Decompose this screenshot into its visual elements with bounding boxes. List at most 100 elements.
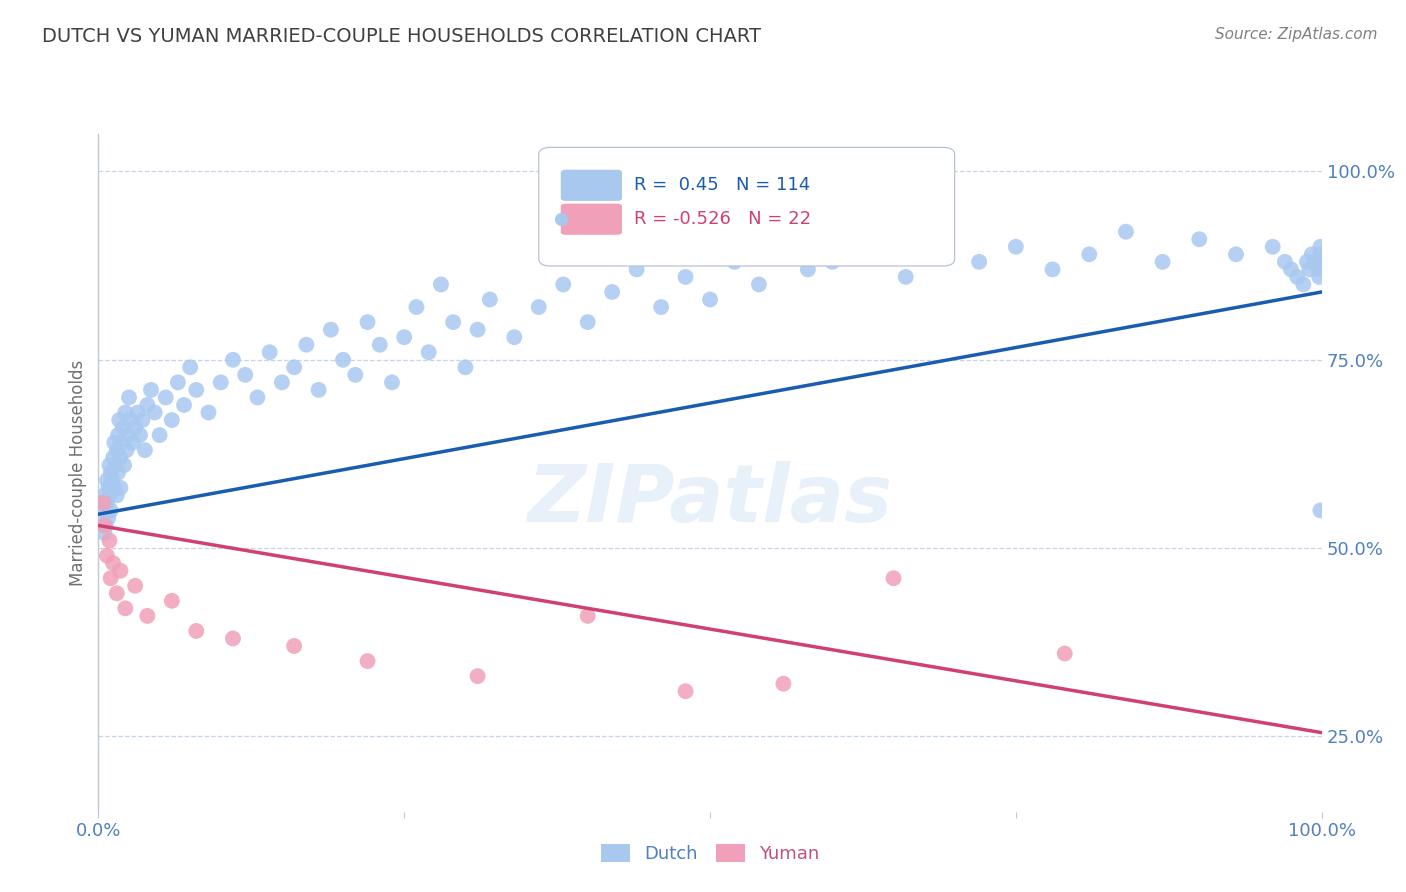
Point [550, 259, 572, 273]
Point [1309, 247, 1331, 261]
Point [136, 398, 159, 412]
Point [576, 608, 599, 623]
Point [222, 352, 245, 367]
Point [222, 632, 245, 646]
Point [1292, 277, 1315, 292]
Point [186, 624, 208, 638]
Point [1279, 262, 1302, 277]
Point [143, 405, 166, 419]
Point [114, 405, 136, 419]
Point [454, 360, 477, 375]
Point [93, 526, 115, 541]
Point [344, 368, 367, 382]
Point [319, 323, 342, 337]
Point [101, 473, 124, 487]
Point [103, 435, 125, 450]
Point [136, 608, 159, 623]
Point [186, 383, 208, 397]
Point [467, 669, 489, 683]
Point [124, 420, 146, 434]
Point [98, 488, 121, 502]
Point [107, 428, 129, 442]
Point [467, 323, 489, 337]
Point [418, 345, 440, 359]
Point [93, 518, 115, 533]
FancyBboxPatch shape [561, 203, 621, 235]
Point [883, 571, 905, 585]
Point [381, 376, 404, 390]
Point [101, 450, 124, 465]
Point [91, 511, 114, 525]
Point [97, 481, 120, 495]
Point [100, 503, 122, 517]
Point [1053, 647, 1076, 661]
Point [111, 435, 134, 450]
Point [1115, 225, 1137, 239]
Text: R = -0.526   N = 22: R = -0.526 N = 22 [634, 211, 811, 228]
Point [124, 579, 146, 593]
Point [332, 352, 354, 367]
Text: ZIPatlas: ZIPatlas [527, 461, 893, 539]
Point [94, 503, 117, 517]
Point [723, 255, 745, 269]
Point [675, 269, 697, 284]
Point [1309, 240, 1331, 254]
Point [129, 428, 152, 442]
Point [1308, 269, 1330, 284]
Point [503, 330, 526, 344]
Point [121, 435, 143, 450]
Point [1078, 247, 1101, 261]
Point [1301, 247, 1323, 261]
Point [797, 262, 820, 277]
Point [105, 586, 128, 600]
Point [1296, 255, 1319, 269]
Point [308, 383, 330, 397]
Point [115, 443, 138, 458]
Point [118, 391, 141, 405]
Point [96, 549, 118, 563]
Point [246, 391, 269, 405]
Point [553, 277, 575, 292]
Point [117, 428, 139, 442]
Point [405, 300, 427, 314]
Point [283, 360, 305, 375]
Point [110, 564, 132, 578]
Y-axis label: Married-couple Households: Married-couple Households [69, 359, 87, 586]
Point [1305, 255, 1327, 269]
Point [103, 481, 125, 495]
Point [772, 240, 794, 254]
Point [111, 420, 134, 434]
Point [295, 337, 318, 351]
Point [931, 232, 953, 246]
Point [356, 315, 378, 329]
Point [101, 556, 124, 570]
Point [259, 345, 281, 359]
Point [430, 277, 453, 292]
FancyBboxPatch shape [538, 147, 955, 266]
Point [233, 368, 256, 382]
Point [173, 398, 195, 412]
Point [105, 443, 128, 458]
Point [1298, 262, 1320, 277]
Point [100, 571, 122, 585]
Point [120, 413, 142, 427]
Point [100, 466, 122, 480]
Point [1309, 503, 1331, 517]
Point [98, 533, 121, 548]
Point [441, 315, 464, 329]
Point [96, 496, 118, 510]
Point [699, 293, 721, 307]
Point [600, 285, 623, 299]
Point [110, 450, 132, 465]
Point [110, 481, 132, 495]
Point [179, 360, 201, 375]
Point [356, 654, 378, 668]
Point [1152, 255, 1174, 269]
Point [160, 594, 183, 608]
Point [858, 247, 880, 261]
Point [392, 330, 416, 344]
Point [112, 458, 135, 473]
FancyBboxPatch shape [561, 169, 621, 201]
Point [675, 684, 697, 698]
Point [149, 428, 172, 442]
